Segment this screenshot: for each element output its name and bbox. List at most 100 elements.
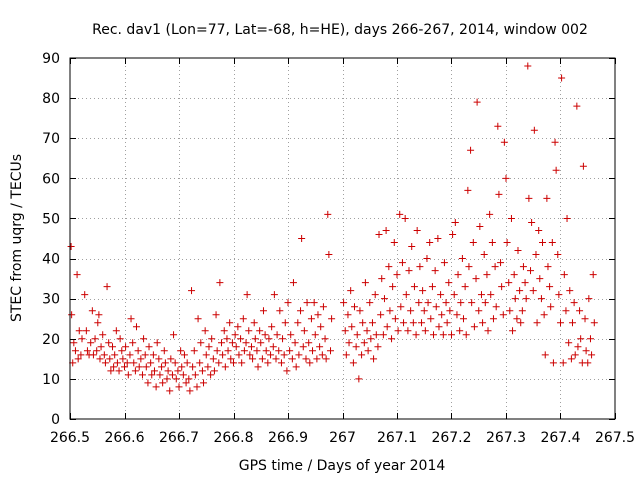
data-point (168, 371, 176, 379)
data-point (68, 311, 76, 319)
data-point (309, 347, 317, 355)
data-point (377, 311, 385, 319)
data-point (495, 190, 503, 198)
data-point (483, 271, 491, 279)
data-point (249, 355, 257, 363)
data-point (175, 383, 183, 391)
data-point (101, 359, 109, 367)
data-point (127, 315, 135, 323)
data-point (302, 355, 310, 363)
data-point (227, 355, 235, 363)
data-point (341, 327, 349, 335)
data-point (347, 287, 355, 295)
data-point (356, 307, 364, 315)
data-point (511, 295, 519, 303)
data-point (379, 331, 387, 339)
data-point (81, 291, 89, 299)
data-point (277, 359, 285, 367)
data-point (573, 102, 581, 110)
plot-frame (69, 57, 616, 420)
data-point (389, 283, 397, 291)
x-tick-labels: 266.5 266.6 266.7 266.8 266.9 267 267.1 267.2 26… (50, 430, 635, 446)
data-point (134, 347, 142, 355)
data-point (319, 303, 327, 311)
data-point (83, 347, 91, 355)
data-point (558, 74, 566, 82)
data-point (383, 323, 391, 331)
data-point (372, 331, 380, 339)
data-point (565, 339, 573, 347)
data-point (121, 363, 128, 371)
data-point (443, 319, 451, 327)
data-point (488, 239, 496, 247)
data-point (458, 255, 466, 263)
data-point (167, 355, 175, 363)
data-point (145, 343, 153, 351)
data-point (299, 343, 307, 351)
data-point (457, 299, 465, 307)
data-point (272, 355, 280, 363)
data-point (487, 291, 495, 299)
data-point (307, 315, 315, 323)
x-tick-label: 266.7 (159, 430, 199, 446)
data-point (149, 351, 157, 359)
data-point (419, 287, 427, 295)
data-point (261, 331, 269, 339)
data-point (207, 371, 215, 379)
data-point (405, 267, 413, 275)
data-point (124, 371, 132, 379)
data-point (408, 243, 416, 251)
data-point (350, 303, 358, 311)
data-point (268, 323, 276, 331)
data-point (292, 363, 300, 371)
data-point (358, 351, 366, 359)
data-point (577, 335, 585, 343)
data-point (221, 363, 229, 371)
data-point (486, 210, 494, 218)
data-point (161, 359, 169, 367)
data-point (257, 339, 265, 347)
data-point (349, 359, 357, 367)
data-point (548, 239, 556, 247)
y-axis-label: STEC from uqrg / TECUs (9, 154, 25, 322)
data-point (152, 383, 160, 391)
data-point (555, 291, 563, 299)
data-point (253, 347, 261, 355)
data-point (75, 327, 83, 335)
data-point (415, 299, 423, 307)
data-point (400, 319, 408, 327)
data-point (287, 331, 295, 339)
data-point (327, 347, 335, 355)
data-point (401, 214, 409, 222)
x-tick-label: 267.2 (431, 430, 471, 446)
data-point (456, 327, 464, 335)
data-point (385, 263, 393, 271)
data-point (388, 335, 396, 343)
data-point (366, 299, 374, 307)
data-point (380, 295, 388, 303)
data-point (284, 299, 292, 307)
data-point (353, 331, 361, 339)
data-point (367, 335, 375, 343)
data-point (549, 359, 557, 367)
data-point (294, 319, 302, 327)
data-point (300, 327, 308, 335)
data-point (111, 351, 119, 359)
data-point (180, 351, 188, 359)
data-point (537, 295, 545, 303)
data-point (449, 230, 457, 238)
data-point (310, 299, 318, 307)
data-point (448, 331, 455, 339)
grid (70, 58, 615, 419)
data-point (398, 259, 406, 267)
data-point (190, 347, 198, 355)
data-point (306, 359, 314, 367)
y-tick-label: 90 (42, 51, 60, 67)
data-point (232, 343, 240, 351)
data-point (590, 319, 598, 327)
x-tick-label: 267.5 (595, 430, 635, 446)
data-point (364, 347, 372, 355)
data-point (131, 367, 139, 375)
data-point (164, 367, 172, 375)
data-point (288, 355, 296, 363)
